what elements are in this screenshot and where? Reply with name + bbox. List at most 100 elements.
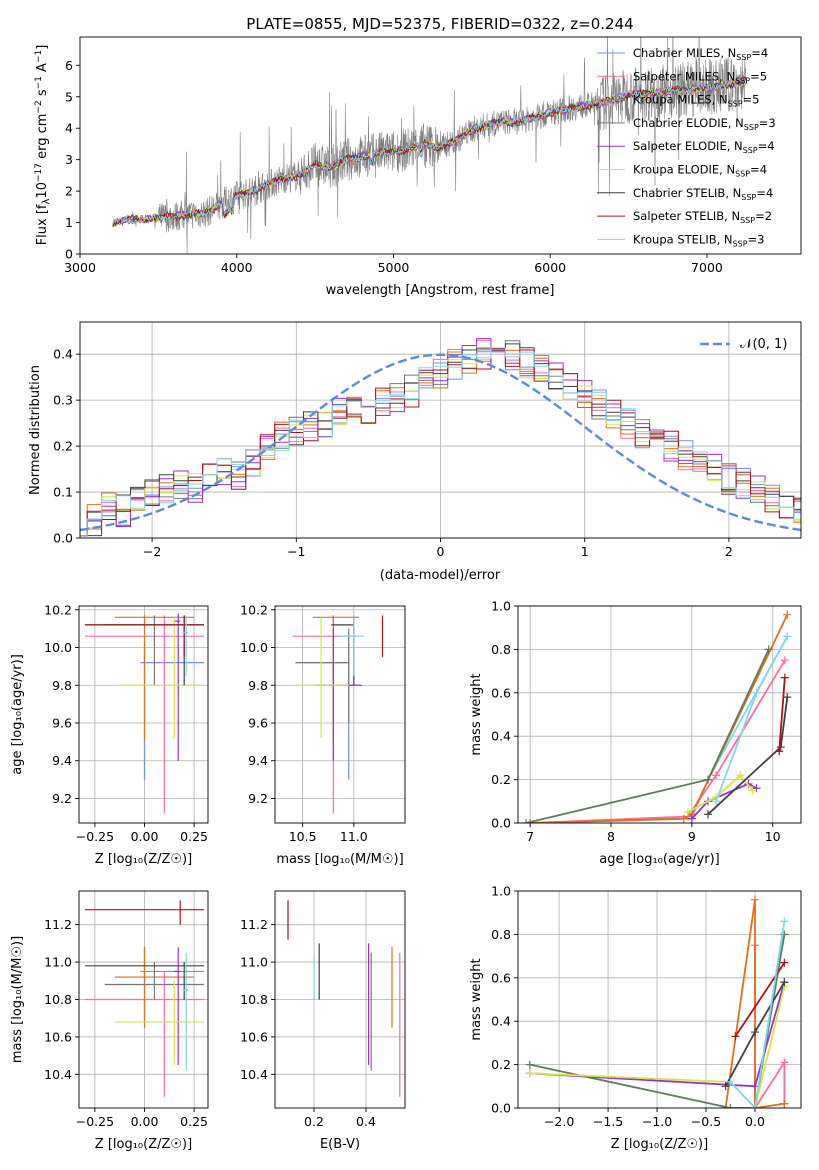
legend-value: =4 xyxy=(756,186,773,200)
legend-entry: Salpeter ELODIE, NSSP=4 xyxy=(633,139,775,155)
legend-sub: SSP xyxy=(744,123,759,132)
legend-sub: SSP xyxy=(735,170,750,179)
y-tick-label: 1.0 xyxy=(491,884,511,899)
model-fit-line xyxy=(112,76,747,227)
residual-panel: −2 −1 0 1 2 0.0 0.1 0.2 0.3 0.4 𝒩(0, 1) (data-model… xyxy=(28,321,802,583)
y-tick-label: 0.8 xyxy=(491,927,511,942)
y-tick-label: 0.1 xyxy=(53,485,73,500)
point-marker xyxy=(736,771,745,780)
y-tick-label: 9.6 xyxy=(52,715,72,730)
x-tick-label: 0.00 xyxy=(131,829,159,844)
normal-curve xyxy=(80,353,801,532)
legend-value: =2 xyxy=(755,209,772,223)
legend-name: Kroupa MILES, N xyxy=(633,93,728,107)
y-tick-label: 1 xyxy=(65,215,73,230)
point-marker xyxy=(780,917,789,926)
point-marker xyxy=(704,810,713,819)
residual-histogram xyxy=(80,347,801,537)
y-tick-label: 0 xyxy=(65,247,73,262)
x-tick-label: 0.0 xyxy=(745,1114,765,1129)
y-tick-label: 0.2 xyxy=(491,772,511,787)
point-marker xyxy=(783,610,792,619)
point-marker xyxy=(712,797,721,806)
y-tick-label: 0.0 xyxy=(53,531,73,546)
plot-area xyxy=(287,900,401,1097)
figure-title: PLATE=0855, MJD=52375, FIBERID=0322, z=0… xyxy=(246,15,633,33)
y-tick-label: 10.4 xyxy=(44,1067,72,1082)
legend-sub: SSP xyxy=(741,193,756,202)
weight-line xyxy=(530,614,789,823)
point-marker xyxy=(525,1069,534,1078)
point-marker xyxy=(780,1058,789,1067)
legend-name: Chabrier MILES, N xyxy=(633,46,736,60)
residual-histogram xyxy=(80,338,801,537)
legend-value: =3 xyxy=(759,116,776,130)
point-marker xyxy=(783,632,792,641)
axes-frame xyxy=(517,605,802,824)
legend-sub: SSP xyxy=(736,53,751,62)
weight-line xyxy=(530,659,786,823)
x-tick-label: 0.4 xyxy=(356,1114,376,1129)
y-tick-label: 11.0 xyxy=(240,955,268,970)
point-marker xyxy=(750,1028,759,1037)
x-tick-label: −2 xyxy=(143,544,161,559)
x-axis-label: age [log₁₀(age/yr)] xyxy=(599,852,720,867)
y-tick-label: 0.2 xyxy=(491,1057,511,1072)
y-tick-label: 9.8 xyxy=(248,678,268,693)
y-tick-label: 1.0 xyxy=(491,599,511,614)
x-tick-label: 0.00 xyxy=(131,1114,159,1129)
legend-entry: 𝒩(0, 1) xyxy=(740,337,787,352)
point-marker xyxy=(526,819,535,823)
x-tick-label: 10 xyxy=(765,829,781,844)
y-tick-label: 10.8 xyxy=(44,992,72,1007)
point-marker xyxy=(783,693,792,702)
point-marker xyxy=(712,771,721,780)
point-marker xyxy=(726,1077,735,1086)
y-axis-label-part: −2 xyxy=(34,100,44,113)
x-tick-label: −2.0 xyxy=(544,1114,574,1129)
y-tick-label: 11.0 xyxy=(44,955,72,970)
x-axis-label: Z [log₁₀(Z/Z☉)] xyxy=(95,1137,192,1152)
point-marker xyxy=(683,808,692,817)
legend-name: Chabrier STELIB, N xyxy=(633,186,741,200)
point-marker xyxy=(780,656,789,665)
point-marker xyxy=(522,819,531,823)
legend-value: =5 xyxy=(743,93,760,107)
plot-area xyxy=(292,615,384,814)
y-tick-label: 0.0 xyxy=(491,1101,511,1116)
y-axis-label-part: erg cm xyxy=(35,114,50,163)
y-tick-label: 5 xyxy=(65,89,73,104)
y-axis-label-part: −17 xyxy=(34,163,44,182)
legend-sub: SSP xyxy=(733,239,748,248)
y-tick-label: 0.2 xyxy=(53,439,73,454)
x-tick-label: 0.2 xyxy=(304,1114,324,1129)
weight-vs-age-panel: 7 8 9 10 0.0 0.2 0.4 0.6 0.8 1.0 age [log₁₀(age/yr… xyxy=(469,599,802,867)
point-marker xyxy=(721,1104,730,1108)
point-marker xyxy=(752,784,761,793)
x-tick-label: −0.25 xyxy=(76,1114,114,1129)
y-tick-label: 11.2 xyxy=(44,917,72,932)
y-tick-label: 9.4 xyxy=(248,753,268,768)
y-tick-label: 9.8 xyxy=(52,678,72,693)
point-marker xyxy=(750,1104,759,1108)
x-tick-label: −1.0 xyxy=(642,1114,672,1129)
axes-frame xyxy=(79,36,802,255)
y-tick-label: 9.2 xyxy=(52,791,72,806)
axes-frame xyxy=(517,890,802,1109)
x-tick-label: −1 xyxy=(287,544,305,559)
y-tick-label: 0.0 xyxy=(491,816,511,831)
legend-entry: Chabrier ELODIE, NSSP=3 xyxy=(633,116,776,132)
y-axis-label-part: Flux [f xyxy=(35,204,50,245)
weight-line xyxy=(729,921,786,1108)
y-axis-label: age [log₁₀(age/yr)] xyxy=(10,654,25,775)
point-marker xyxy=(525,1060,534,1069)
point-marker xyxy=(679,814,688,823)
x-tick-label: −1.5 xyxy=(593,1114,623,1129)
weight-vs-metallicity-panel: −2.0 −1.5 −1.0 −0.5 0.0 0.0 0.2 0.4 0.6 0.8 1.0 Z [… xyxy=(469,884,802,1152)
x-tick-label: 0.25 xyxy=(180,1114,208,1129)
y-tick-label: 10.6 xyxy=(240,1029,268,1044)
legend-entry: Kroupa ELODIE, NSSP=4 xyxy=(633,163,767,179)
point-marker xyxy=(752,688,761,697)
y-tick-label: 9.2 xyxy=(248,791,268,806)
